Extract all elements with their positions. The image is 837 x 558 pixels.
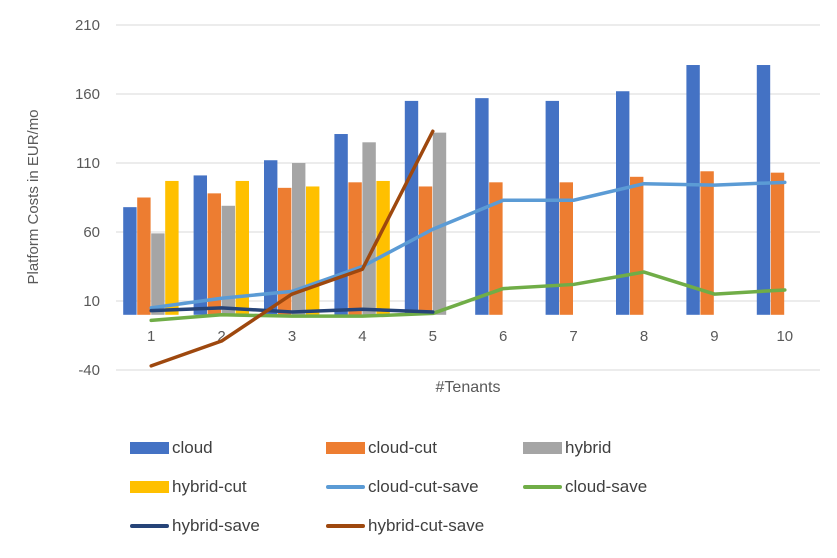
bar-cloud-8 <box>616 91 630 315</box>
legend-item-hybrid-cut: hybrid-cut <box>130 478 326 496</box>
legend-swatch-hybrid-save <box>130 524 169 528</box>
bar-cloud-cut-8 <box>630 176 644 315</box>
x-tick-label-8: 8 <box>640 328 648 345</box>
x-tick-label-6: 6 <box>499 328 507 345</box>
bar-hybrid-cut-1 <box>165 180 179 315</box>
legend-label-hybrid-cut-save: hybrid-cut-save <box>368 516 485 535</box>
legend-item-hybrid-cut-save: hybrid-cut-save <box>326 517 523 535</box>
chart-legend: cloud cloud-cut hybrid hybrid-cut cloud-… <box>130 439 837 535</box>
legend-item-cloud-save: cloud-save <box>523 478 763 496</box>
bar-cloud-cut-4 <box>348 182 362 315</box>
legend-item-hybrid: hybrid <box>523 439 763 457</box>
bar-hybrid-cut-3 <box>306 186 320 315</box>
x-tick-label-3: 3 <box>288 328 296 345</box>
legend-label-cloud-save: cloud-save <box>565 477 648 496</box>
legend-label-hybrid: hybrid <box>565 438 612 457</box>
line-hybrid-save <box>149 306 435 314</box>
bar-hybrid-3 <box>292 163 306 315</box>
line-cloud-cut-save <box>149 180 787 310</box>
bar-cloud-10 <box>756 65 771 315</box>
y-tick-label-10: 10 <box>83 293 100 310</box>
x-tick-label-9: 9 <box>710 328 718 345</box>
bar-cloud-9 <box>686 65 700 315</box>
x-tick-label-1: 1 <box>147 328 155 345</box>
bar-cloud-1 <box>123 207 137 315</box>
bar-cloud-cut-5 <box>418 186 433 315</box>
chart-plot: 210 160 110 60 10 -40 1 2 3 4 5 6 7 8 9 10 #Tenants Platf… <box>25 17 820 396</box>
legend-item-hybrid-save: hybrid-save <box>130 517 326 535</box>
x-tick-label-2: 2 <box>217 328 225 345</box>
bar-cloud-4 <box>334 134 348 315</box>
bar-hybrid-1 <box>151 233 165 315</box>
y-tick-label-110: 110 <box>76 155 100 172</box>
legend-item-cloud-cut: cloud-cut <box>326 439 523 457</box>
x-tick-label-4: 4 <box>358 328 366 345</box>
bar-hybrid-cut-4 <box>376 180 390 315</box>
y-tick-label-210: 210 <box>75 17 100 34</box>
bar-cloud-3 <box>264 160 278 315</box>
y-tick-label-160: 160 <box>75 86 100 103</box>
legend-swatch-cloud-cut-save <box>326 485 365 489</box>
legend-swatch-cloud <box>130 442 169 454</box>
legend-label-cloud-cut-save: cloud-cut-save <box>368 477 479 496</box>
bar-cloud-cut-7 <box>559 182 573 315</box>
x-axis-title: #Tenants <box>436 379 501 396</box>
x-tick-label-7: 7 <box>569 328 577 345</box>
bar-cloud-6 <box>475 98 489 315</box>
legend-swatch-hybrid-cut <box>130 481 169 493</box>
x-tick-label-10: 10 <box>776 328 793 345</box>
bar-cloud-cut-10 <box>770 172 785 315</box>
bar-hybrid-5 <box>432 132 447 315</box>
bar-cloud-cut-6 <box>489 182 503 315</box>
bar-cloud-7 <box>545 100 559 315</box>
y-tick-label--40: -40 <box>78 362 100 379</box>
legend-label-cloud: cloud <box>172 438 213 457</box>
legend-swatch-hybrid <box>523 442 562 454</box>
legend-label-hybrid-cut: hybrid-cut <box>172 477 247 496</box>
y-tick-label-60: 60 <box>83 224 100 241</box>
legend-label-cloud-cut: cloud-cut <box>368 438 437 457</box>
bar-cloud-cut-9 <box>700 171 714 315</box>
y-axis-title: Platform Costs in EUR/mo <box>25 109 42 284</box>
bar-hybrid-2 <box>221 205 235 315</box>
bar-cloud-cut-1 <box>137 197 151 315</box>
bar-cloud-2 <box>193 175 207 315</box>
line-hybrid-cut-save <box>149 129 435 368</box>
legend-item-cloud-cut-save: cloud-cut-save <box>326 478 523 496</box>
bar-cloud-cut-2 <box>207 193 221 315</box>
legend-swatch-cloud-cut <box>326 442 365 454</box>
bar-hybrid-4 <box>362 142 376 315</box>
legend-label-hybrid-save: hybrid-save <box>172 516 260 535</box>
bar-cloud-cut-3 <box>278 187 292 315</box>
bar-cloud-5 <box>404 100 419 315</box>
legend-swatch-hybrid-cut-save <box>326 524 365 528</box>
x-tick-label-5: 5 <box>429 328 437 345</box>
legend-item-cloud: cloud <box>130 439 326 457</box>
bar-hybrid-cut-2 <box>235 180 249 315</box>
legend-swatch-cloud-save <box>523 485 562 489</box>
